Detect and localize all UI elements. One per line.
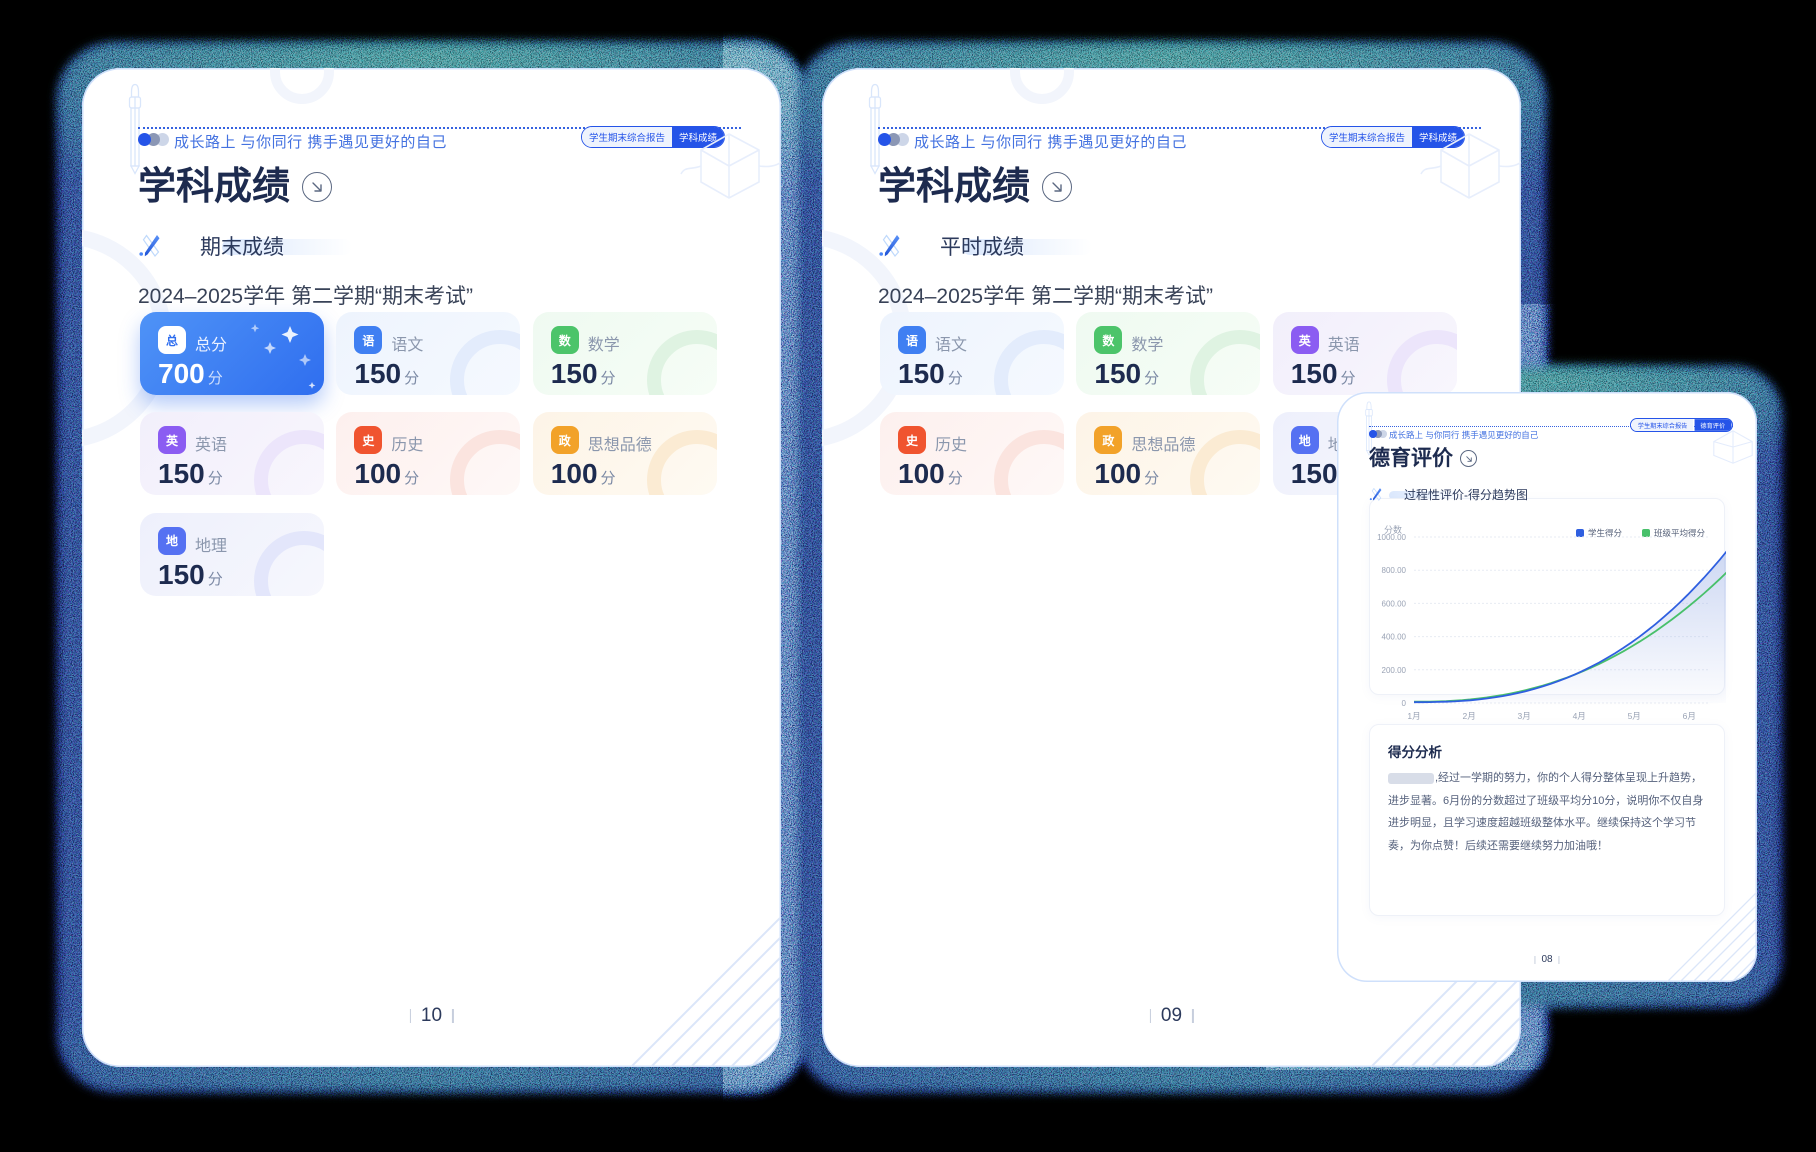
svg-text:6月: 6月 [1683, 711, 1696, 721]
svg-text:1月: 1月 [1407, 711, 1420, 721]
svg-text:0: 0 [1402, 699, 1407, 708]
svg-text:5月: 5月 [1628, 711, 1641, 721]
svg-text:1000.00: 1000.00 [1377, 533, 1406, 542]
svg-text:200.00: 200.00 [1382, 666, 1407, 675]
svg-text:2月: 2月 [1462, 711, 1475, 721]
svg-text:3月: 3月 [1517, 711, 1530, 721]
svg-text:4月: 4月 [1573, 711, 1586, 721]
svg-text:800.00: 800.00 [1382, 566, 1407, 575]
svg-text:400.00: 400.00 [1382, 633, 1407, 642]
svg-text:学生得分: 学生得分 [1588, 528, 1623, 538]
svg-text:600.00: 600.00 [1382, 599, 1407, 608]
